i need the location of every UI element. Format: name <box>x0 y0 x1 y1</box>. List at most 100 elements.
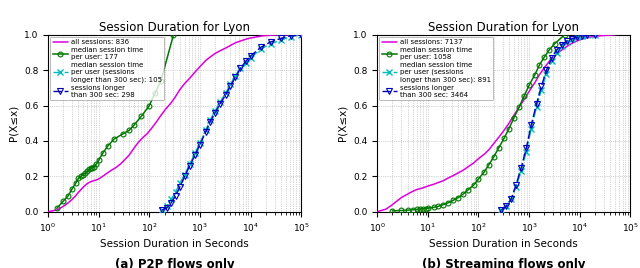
all sessions: 7137: (1.3e+04, 0.982): 7137: (1.3e+04, 0.982) <box>582 36 589 40</box>
median session time
per user: 1058: (630, 0.59): 1058: (630, 0.59) <box>515 106 523 109</box>
all sessions: 7137: (5, 0.115): 7137: (5, 0.115) <box>409 190 417 193</box>
all sessions: 7137: (1.3e+03, 0.73): 7137: (1.3e+03, 0.73) <box>531 81 539 84</box>
all sessions: 836: (1, 0): 836: (1, 0) <box>44 210 52 213</box>
median session time
per user (sessions
longer than 300 sec): 891: (1.1e+03, 0.47): 891: (1.1e+03, 0.47) <box>527 127 535 130</box>
median session time
per user: 177: (6, 0.23): 177: (6, 0.23) <box>84 169 92 173</box>
median session time
per user: 1058: (9, 0.018): 1058: (9, 0.018) <box>422 207 429 210</box>
sessions longer
than 300 sec: 3464: (550, 0.15): 3464: (550, 0.15) <box>512 184 520 187</box>
all sessions: 836: (5e+04, 1): 836: (5e+04, 1) <box>282 33 290 36</box>
median session time
per user (sessions
longer than 300 sec): 891: (1.4e+03, 0.59): 891: (1.4e+03, 0.59) <box>532 106 540 109</box>
median session time
per user: 177: (100, 0.6): 177: (100, 0.6) <box>145 104 153 107</box>
sessions longer
than 300 sec: 3464: (4.4e+03, 0.945): 3464: (4.4e+03, 0.945) <box>558 43 566 46</box>
all sessions: 7137: (3, 0.08): 7137: (3, 0.08) <box>397 196 405 199</box>
Line: median session time
per user: 1058: median session time per user: 1058 <box>390 32 567 213</box>
sessions longer
than 300 sec: 3464: (2.2e+03, 0.8): 3464: (2.2e+03, 0.8) <box>543 69 550 72</box>
sessions longer
than 300 sec: 298: (180, 0.01): 298: (180, 0.01) <box>158 208 166 211</box>
median session time
per user (sessions
longer than 300 sec): 105: (180, 0.01): 105: (180, 0.01) <box>158 208 166 211</box>
sessions longer
than 300 sec: 298: (630, 0.26): 298: (630, 0.26) <box>186 164 194 167</box>
all sessions: 7137: (8e+03, 0.96): 7137: (8e+03, 0.96) <box>571 40 579 43</box>
median session time
per user (sessions
longer than 300 sec): 891: (8.8e+03, 0.985): 891: (8.8e+03, 0.985) <box>573 36 580 39</box>
sessions longer
than 300 sec: 298: (400, 0.14): 298: (400, 0.14) <box>176 185 184 189</box>
all sessions: 7137: (32, 0.205): 7137: (32, 0.205) <box>449 174 457 177</box>
median session time
per user: 177: (30, 0.44): 177: (30, 0.44) <box>119 132 127 136</box>
median session time
per user: 1058: (2, 0.005): 1058: (2, 0.005) <box>388 209 396 213</box>
median session time
per user (sessions
longer than 300 sec): 105: (2.5e+03, 0.62): 105: (2.5e+03, 0.62) <box>216 100 224 104</box>
Text: (b) Streaming flows only: (b) Streaming flows only <box>422 258 586 268</box>
all sessions: 7137: (5e+04, 1): 7137: (5e+04, 1) <box>611 33 619 36</box>
median session time
per user: 1058: (5e+03, 1): 1058: (5e+03, 1) <box>561 33 568 36</box>
median session time
per user (sessions
longer than 300 sec): 891: (2.2e+03, 0.78): 891: (2.2e+03, 0.78) <box>543 72 550 75</box>
all sessions: 836: (1.6e+03, 0.875): 836: (1.6e+03, 0.875) <box>207 55 214 59</box>
Title: Session Duration for Lyon: Session Duration for Lyon <box>428 21 579 34</box>
median session time
per user (sessions
longer than 300 sec): 105: (400, 0.16): 105: (400, 0.16) <box>176 182 184 185</box>
sessions longer
than 300 sec: 3464: (700, 0.25): 3464: (700, 0.25) <box>517 166 525 169</box>
median session time
per user: 1058: (63, 0.125): 1058: (63, 0.125) <box>465 188 472 191</box>
median session time
per user: 1058: (250, 0.36): 1058: (250, 0.36) <box>495 146 502 150</box>
median session time
per user: 1058: (160, 0.265): 1058: (160, 0.265) <box>485 163 493 166</box>
median session time
per user: 1058: (800, 0.655): 1058: (800, 0.655) <box>520 94 528 98</box>
all sessions: 7137: (63, 0.255): 7137: (63, 0.255) <box>465 165 472 168</box>
all sessions: 7137: (130, 0.325): 7137: (130, 0.325) <box>481 153 488 156</box>
median session time
per user (sessions
longer than 300 sec): 105: (1.6e+04, 0.92): 105: (1.6e+04, 0.92) <box>257 47 265 51</box>
median session time
per user (sessions
longer than 300 sec): 105: (3.2e+03, 0.67): 105: (3.2e+03, 0.67) <box>221 92 229 95</box>
median session time
per user (sessions
longer than 300 sec): 891: (4.4e+03, 0.935): 891: (4.4e+03, 0.935) <box>558 45 566 48</box>
all sessions: 7137: (50, 0.235): 7137: (50, 0.235) <box>460 169 467 172</box>
Y-axis label: P(X≤x): P(X≤x) <box>337 105 348 142</box>
median session time
per user (sessions
longer than 300 sec): 105: (4e+04, 0.97): 105: (4e+04, 0.97) <box>277 39 285 42</box>
median session time
per user: 1058: (6, 0.013): 1058: (6, 0.013) <box>413 208 420 211</box>
all sessions: 7137: (2e+03, 0.815): 7137: (2e+03, 0.815) <box>541 66 548 69</box>
median session time
per user: 177: (70, 0.54): 177: (70, 0.54) <box>138 115 145 118</box>
median session time
per user: 1058: (100, 0.185): 1058: (100, 0.185) <box>475 177 483 181</box>
sessions longer
than 300 sec: 298: (1e+03, 0.38): 298: (1e+03, 0.38) <box>196 143 204 146</box>
sessions longer
than 300 sec: 298: (5e+03, 0.76): 298: (5e+03, 0.76) <box>232 76 239 79</box>
all sessions: 7137: (1, 0): 7137: (1, 0) <box>373 210 381 213</box>
median session time
per user (sessions
longer than 300 sec): 891: (7e+03, 0.975): 891: (7e+03, 0.975) <box>568 38 576 41</box>
median session time
per user: 1058: (1.6e+03, 0.83): 1058: (1.6e+03, 0.83) <box>536 63 543 66</box>
sessions longer
than 300 sec: 298: (1e+04, 0.88): 298: (1e+04, 0.88) <box>247 54 255 58</box>
median session time
per user: 177: (12, 0.33): 177: (12, 0.33) <box>99 152 106 155</box>
all sessions: 7137: (5e+03, 0.925): 7137: (5e+03, 0.925) <box>561 47 568 50</box>
all sessions: 7137: (6, 0.125): 7137: (6, 0.125) <box>413 188 420 191</box>
median session time
per user: 1058: (1.3e+03, 0.775): 1058: (1.3e+03, 0.775) <box>531 73 539 76</box>
all sessions: 836: (800, 0.79): 836: (800, 0.79) <box>191 70 199 74</box>
all sessions: 7137: (250, 0.42): 7137: (250, 0.42) <box>495 136 502 139</box>
Line: sessions longer
than 300 sec: 298: sessions longer than 300 sec: 298 <box>159 32 305 213</box>
all sessions: 7137: (2.5e+03, 0.85): 7137: (2.5e+03, 0.85) <box>545 60 553 63</box>
median session time
per user: 1058: (80, 0.15): 1058: (80, 0.15) <box>470 184 477 187</box>
median session time
per user: 177: (5.5, 0.22): 177: (5.5, 0.22) <box>82 171 90 174</box>
all sessions: 7137: (25, 0.19): 7137: (25, 0.19) <box>444 177 452 180</box>
median session time
per user: 177: (3.5, 0.16): 177: (3.5, 0.16) <box>72 182 79 185</box>
median session time
per user: 177: (5, 0.21): 177: (5, 0.21) <box>79 173 87 176</box>
sessions longer
than 300 sec: 3464: (1.1e+04, 0.993): 3464: (1.1e+04, 0.993) <box>578 35 586 38</box>
sessions longer
than 300 sec: 298: (2.5e+03, 0.61): 298: (2.5e+03, 0.61) <box>216 102 224 105</box>
all sessions: 7137: (320, 0.46): 7137: (320, 0.46) <box>500 129 508 132</box>
median session time
per user: 1058: (8, 0.017): 1058: (8, 0.017) <box>419 207 427 210</box>
median session time
per user: 1058: (4, 0.009): 1058: (4, 0.009) <box>404 209 412 212</box>
median session time
per user (sessions
longer than 300 sec): 105: (4e+03, 0.72): 105: (4e+03, 0.72) <box>227 83 234 86</box>
median session time
per user: 1058: (3.2e+03, 0.95): 1058: (3.2e+03, 0.95) <box>551 42 559 45</box>
median session time
per user: 1058: (2e+03, 0.875): 1058: (2e+03, 0.875) <box>541 55 548 59</box>
median session time
per user: 1058: (2.5e+03, 0.915): 1058: (2.5e+03, 0.915) <box>545 48 553 51</box>
all sessions: 7137: (80, 0.275): 7137: (80, 0.275) <box>470 161 477 165</box>
median session time
per user (sessions
longer than 300 sec): 105: (270, 0.07): 105: (270, 0.07) <box>167 198 175 201</box>
median session time
per user: 1058: (40, 0.08): 1058: (40, 0.08) <box>454 196 462 199</box>
median session time
per user: 177: (2, 0.06): 177: (2, 0.06) <box>60 199 67 203</box>
median session time
per user (sessions
longer than 300 sec): 105: (1e+03, 0.39): 105: (1e+03, 0.39) <box>196 141 204 144</box>
median session time
per user: 1058: (25, 0.05): 1058: (25, 0.05) <box>444 201 452 204</box>
all sessions: 7137: (8, 0.135): 7137: (8, 0.135) <box>419 186 427 189</box>
median session time
per user: 1058: (3, 0.007): 1058: (3, 0.007) <box>397 209 405 212</box>
all sessions: 7137: (4, 0.1): 7137: (4, 0.1) <box>404 192 412 196</box>
all sessions: 836: (9, 0.18): 836: (9, 0.18) <box>93 178 100 181</box>
median session time
per user: 1058: (500, 0.53): 1058: (500, 0.53) <box>510 116 518 120</box>
median session time
per user (sessions
longer than 300 sec): 105: (500, 0.21): 105: (500, 0.21) <box>181 173 189 176</box>
median session time
per user (sessions
longer than 300 sec): 105: (5e+03, 0.77): 105: (5e+03, 0.77) <box>232 74 239 77</box>
sessions longer
than 300 sec: 3464: (2.8e+03, 0.87): 3464: (2.8e+03, 0.87) <box>548 56 556 59</box>
median session time
per user (sessions
longer than 300 sec): 891: (880, 0.34): 891: (880, 0.34) <box>522 150 530 153</box>
Y-axis label: P(X≤x): P(X≤x) <box>8 105 19 142</box>
median session time
per user (sessions
longer than 300 sec): 105: (2.5e+04, 0.95): 105: (2.5e+04, 0.95) <box>267 42 275 45</box>
median session time
per user: 1058: (50, 0.1): 1058: (50, 0.1) <box>460 192 467 196</box>
sessions longer
than 300 sec: 3464: (1.4e+03, 0.61): 3464: (1.4e+03, 0.61) <box>532 102 540 105</box>
sessions longer
than 300 sec: 3464: (1.1e+03, 0.49): 3464: (1.1e+03, 0.49) <box>527 124 535 127</box>
all sessions: 7137: (16, 0.165): 7137: (16, 0.165) <box>435 181 442 184</box>
all sessions: 7137: (800, 0.635): 7137: (800, 0.635) <box>520 98 528 101</box>
